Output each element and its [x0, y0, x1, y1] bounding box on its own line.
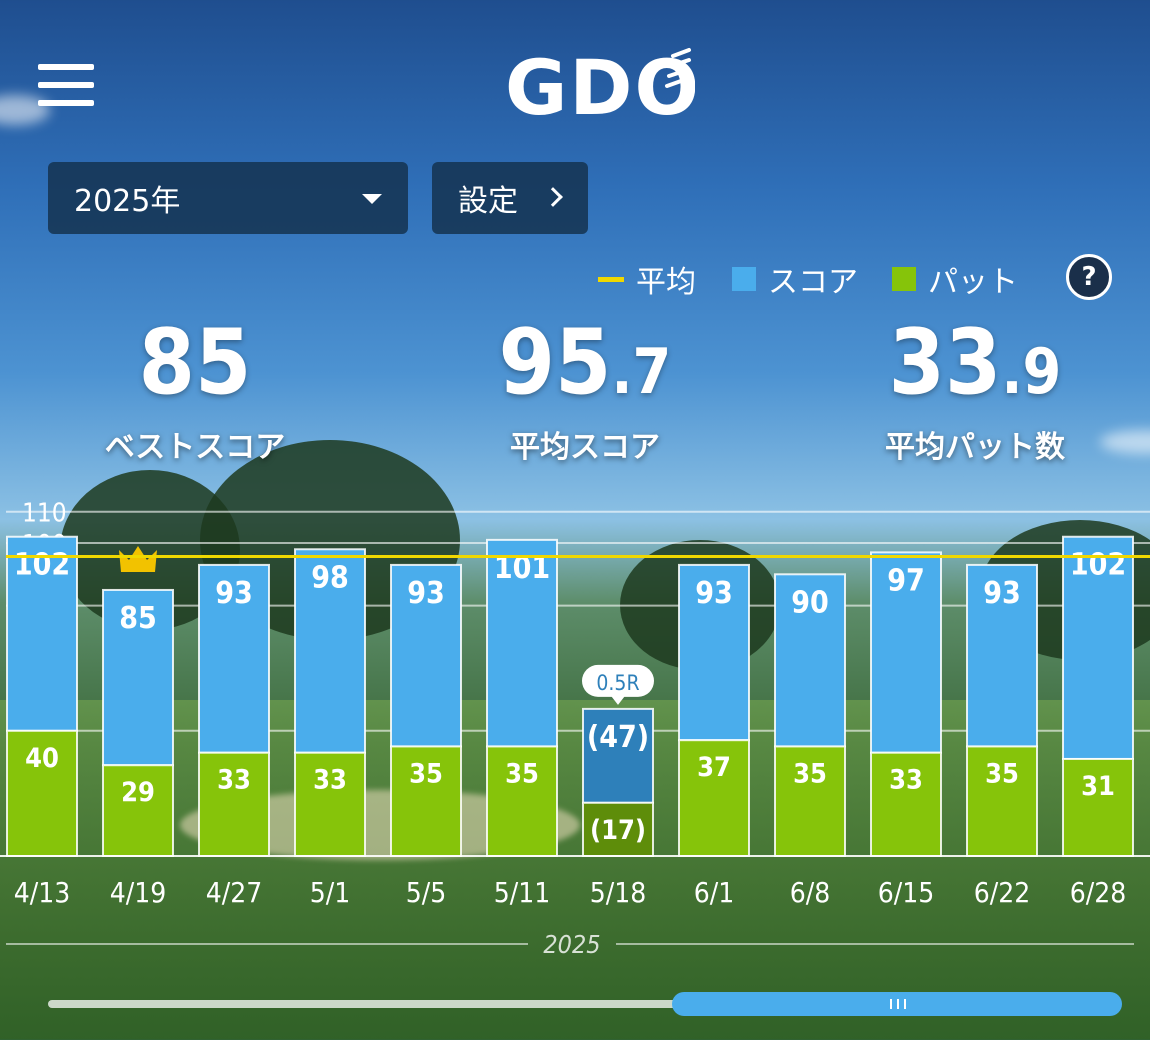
hamburger-menu-icon[interactable]: [38, 64, 94, 106]
x-tick-label: 5/18: [590, 876, 647, 909]
putt-value-label: 37: [697, 752, 731, 783]
stat-value: 85: [138, 310, 252, 415]
score-value-label: (47): [587, 720, 649, 755]
putt-value-label: 33: [313, 765, 347, 796]
x-tick-label: 4/13: [14, 876, 71, 909]
score-value-label: 102: [14, 548, 70, 583]
legend-label: スコア: [768, 265, 858, 300]
putt-value-label: (17): [590, 815, 646, 846]
stat-label: 平均スコア: [510, 430, 660, 465]
score-value-label: 93: [407, 576, 445, 611]
score-bar: [582, 707, 654, 804]
gdo-logo[interactable]: GDO: [505, 44, 695, 124]
legend-label: 平均: [636, 265, 696, 300]
score-bar: [486, 538, 558, 748]
partial-round-badge: [582, 664, 654, 697]
legend-item-average: 平均: [598, 256, 696, 302]
x-tick-label: 5/11: [494, 876, 551, 909]
stat-label: 平均パット数: [885, 430, 1065, 465]
putt-bar: [870, 751, 942, 857]
x-tick-label: 6/28: [1070, 876, 1127, 909]
x-tick-label: 6/22: [974, 876, 1031, 909]
year-select[interactable]: 2025年: [48, 162, 408, 234]
score-value-label: 98: [311, 560, 349, 595]
putt-value-label: 33: [889, 765, 923, 796]
score-value-label: 97: [887, 563, 925, 598]
score-bar: [294, 548, 366, 754]
score-bar: [678, 563, 750, 742]
score-value-label: 102: [1070, 548, 1126, 583]
stat-best-score: 85 ベストスコア: [30, 318, 360, 466]
putt-value-label: 40: [25, 743, 59, 774]
partial-round-label: 0.5R: [596, 671, 639, 695]
putt-bar: [6, 729, 78, 857]
putt-swatch: [892, 267, 916, 291]
score-value-label: 90: [791, 585, 829, 620]
settings-button-label: 設定: [458, 184, 518, 219]
x-tick-label: 6/8: [790, 876, 831, 909]
year-divider-label: 2025: [543, 930, 600, 959]
score-bar: [870, 551, 942, 754]
x-tick-label: 4/27: [206, 876, 263, 909]
score-value-label: 93: [983, 576, 1021, 611]
score-value-label: 93: [215, 576, 253, 611]
chevron-right-icon: [543, 187, 563, 207]
putt-bar: [294, 751, 366, 857]
score-value-label: 93: [695, 576, 733, 611]
putt-value-label: 35: [985, 758, 1019, 789]
y-tick-label: 110: [22, 499, 67, 529]
scrollbar-thumb[interactable]: [672, 992, 1122, 1016]
score-swatch: [732, 267, 756, 291]
crown-icon: [119, 545, 157, 572]
question-mark-icon: ?: [1081, 262, 1097, 292]
grip-icon: [890, 999, 906, 1009]
year-select-value: 2025年: [74, 184, 181, 219]
putt-bar: [486, 745, 558, 858]
score-bar: [198, 563, 270, 754]
x-tick-label: 6/15: [878, 876, 935, 909]
partial-round-badge-pointer: [611, 695, 625, 705]
score-bar: [390, 563, 462, 748]
x-tick-label: 6/1: [694, 876, 735, 909]
score-bar: [966, 563, 1038, 748]
legend-item-putt: パット: [892, 256, 1018, 302]
stat-average-putts: 33.9 平均パット数: [810, 318, 1140, 466]
x-tick-label: 5/5: [406, 876, 447, 909]
putt-value-label: 33: [217, 765, 251, 796]
score-value-label: 85: [119, 601, 157, 636]
stat-average-score: 95.7 平均スコア: [420, 318, 750, 466]
caret-down-icon: [362, 194, 382, 204]
score-chart: 4080100110102404/1385294/1993334/2798335…: [0, 499, 1150, 959]
putt-value-label: 35: [793, 758, 827, 789]
x-tick-label: 5/1: [310, 876, 351, 909]
putt-bar: [678, 739, 750, 857]
stat-value: 95.7: [498, 310, 672, 415]
putt-bar: [198, 751, 270, 857]
average-line-swatch: [598, 276, 624, 282]
legend-label: パット: [928, 265, 1018, 300]
legend-item-score: スコア: [732, 256, 858, 302]
putt-value-label: 31: [1081, 771, 1115, 802]
putt-value-label: 35: [409, 758, 443, 789]
putt-value-label: 35: [505, 758, 539, 789]
stat-value: 33.9: [888, 310, 1062, 415]
settings-button[interactable]: 設定: [432, 162, 588, 234]
stat-label: ベストスコア: [104, 430, 286, 465]
fairway-background: [0, 700, 1150, 1040]
x-tick-label: 4/19: [110, 876, 167, 909]
logo-text: GDO: [505, 44, 695, 124]
score-bar: [102, 588, 174, 767]
help-button[interactable]: ?: [1066, 254, 1112, 300]
putt-bar: [102, 764, 174, 858]
putt-value-label: 29: [121, 777, 155, 808]
scrollbar-track[interactable]: [48, 1000, 1118, 1008]
